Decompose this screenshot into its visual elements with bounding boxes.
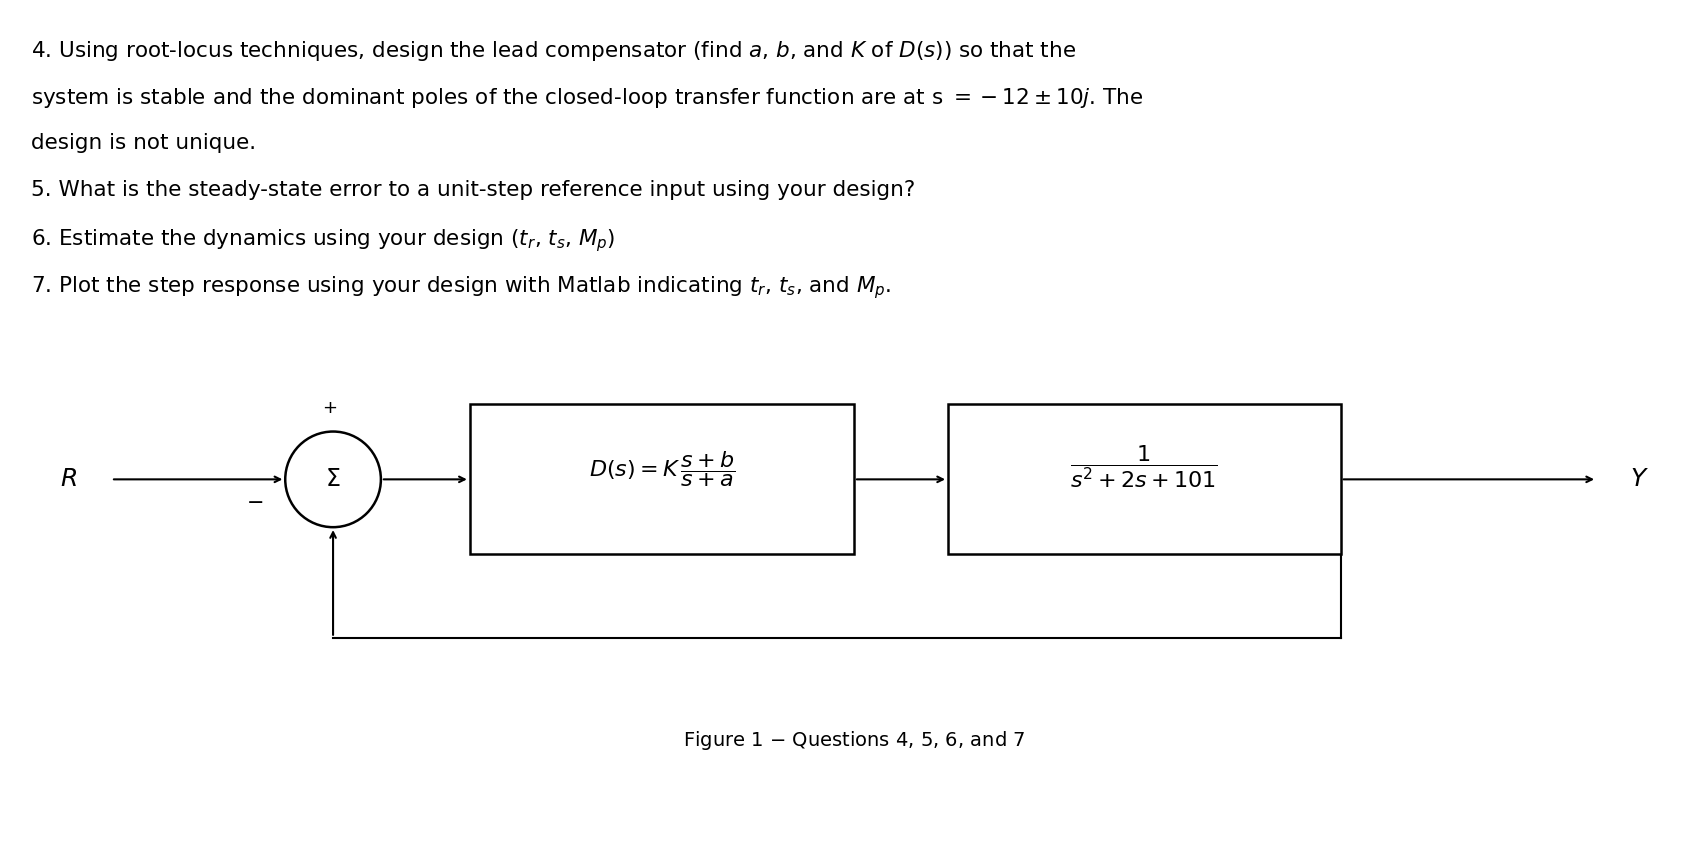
Text: $D(s) = K\,\dfrac{s+b}{s+a}$: $D(s) = K\,\dfrac{s+b}{s+a}$ bbox=[589, 449, 734, 489]
Bar bbox=[469, 404, 854, 555]
Text: $Y$: $Y$ bbox=[1628, 467, 1649, 491]
Text: system is stable and the dominant poles of the closed-loop transfer function are: system is stable and the dominant poles … bbox=[31, 86, 1142, 110]
Text: $-$: $-$ bbox=[246, 490, 263, 511]
Text: design is not unique.: design is not unique. bbox=[31, 133, 256, 152]
Text: $+$: $+$ bbox=[323, 399, 336, 417]
Text: $R$: $R$ bbox=[60, 467, 77, 491]
Bar bbox=[947, 404, 1340, 555]
Text: 4. Using root-locus techniques, design the lead compensator (find $a$, $b$, and : 4. Using root-locus techniques, design t… bbox=[31, 39, 1075, 62]
Text: Figure 1 $-$ Questions 4, 5, 6, and 7: Figure 1 $-$ Questions 4, 5, 6, and 7 bbox=[683, 729, 1024, 752]
Text: 5. What is the steady-state error to a unit-step reference input using your desi: 5. What is the steady-state error to a u… bbox=[31, 180, 915, 199]
Text: 6. Estimate the dynamics using your design ($t_r$, $t_s$, $M_p$): 6. Estimate the dynamics using your desi… bbox=[31, 227, 615, 253]
Text: 7. Plot the step response using your design with Matlab indicating $t_r$, $t_s$,: 7. Plot the step response using your des… bbox=[31, 274, 891, 300]
Text: $\Sigma$: $\Sigma$ bbox=[324, 467, 341, 491]
Text: $\dfrac{1}{s^2 + 2s + 101}$: $\dfrac{1}{s^2 + 2s + 101}$ bbox=[1070, 443, 1217, 490]
